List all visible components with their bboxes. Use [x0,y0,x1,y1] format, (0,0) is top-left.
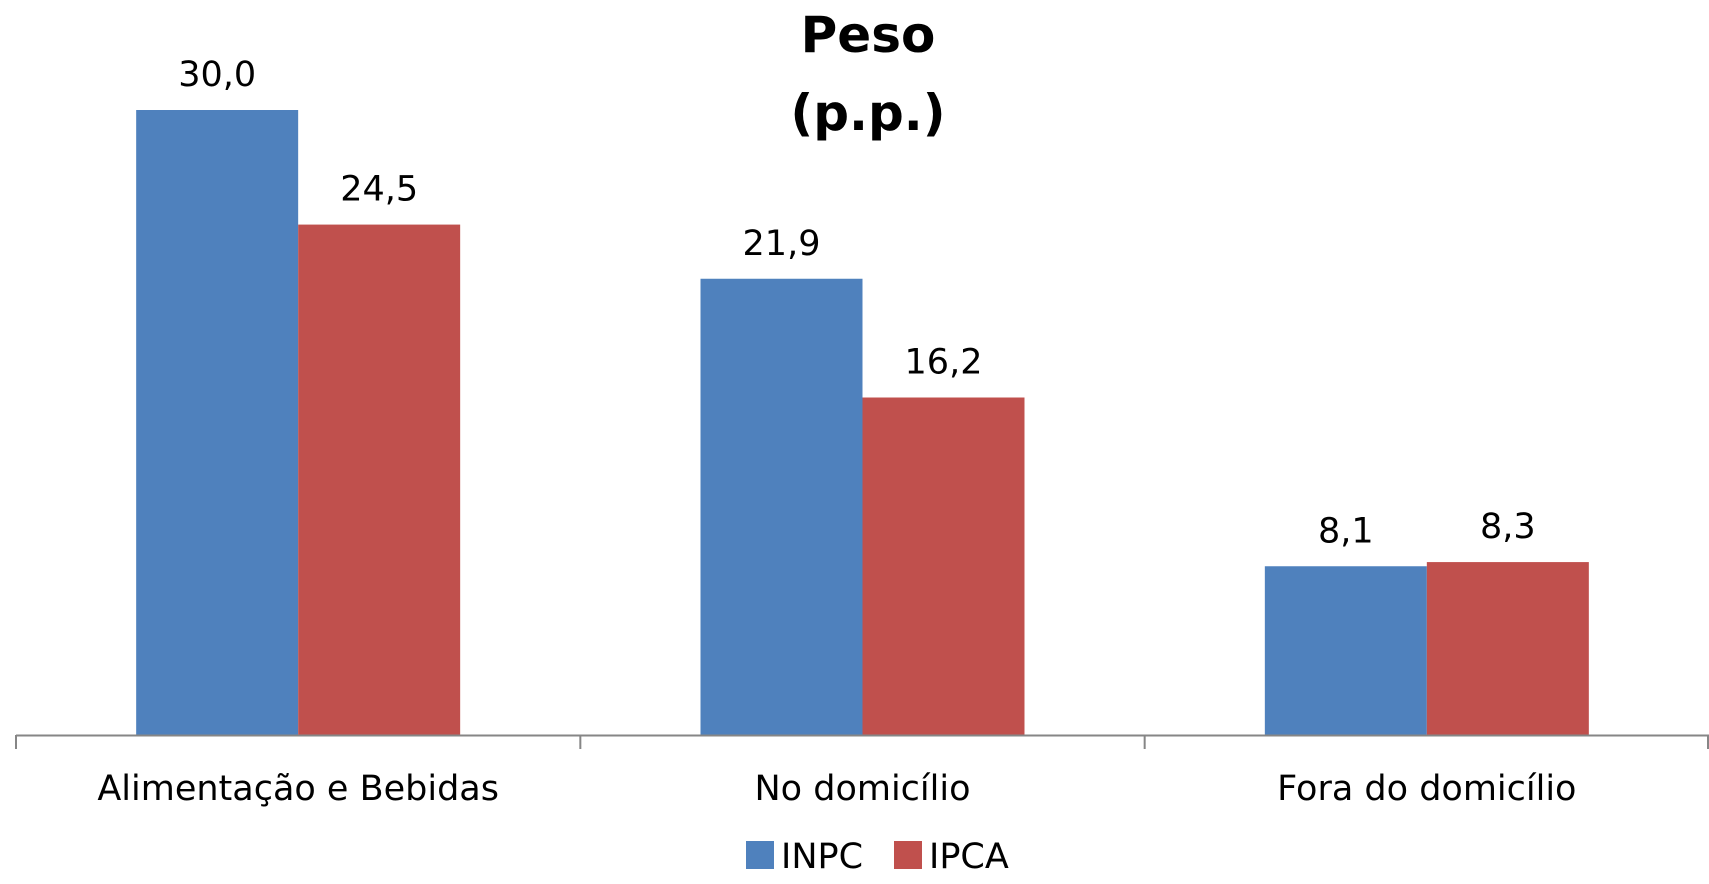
x-tick-label-0: Alimentação e Bebidas [97,769,499,809]
data-label-ipca-1: 16,2 [905,343,983,383]
x-axis: Alimentação e Bebidas No domicílio Fora do… [15,734,1709,809]
bar-inpc-2 [1264,566,1427,735]
bar-inpc-0 [136,110,299,735]
x-tick-label-1: No domicílio [755,769,971,809]
bar-ipca-2 [1426,562,1589,735]
legend-swatch-ipca [894,841,922,869]
data-label-ipca-2: 8,3 [1480,507,1536,547]
legend-swatch-inpc [746,841,774,869]
data-label-inpc-1: 21,9 [743,224,821,264]
legend-label-ipca: IPCA [929,837,1009,877]
chart-title-line-1: Peso [801,6,936,64]
x-tick-label-2: Fora do domicílio [1277,769,1576,809]
bars-layer [136,110,1589,736]
data-labels-layer: 30,0 24,5 21,9 16,2 8,1 8,3 [178,55,1535,551]
legend: INPC IPCA [746,837,1009,877]
chart-title-line-2: (p.p.) [790,84,945,142]
bar-ipca-0 [298,224,461,736]
bar-ipca-1 [862,397,1025,735]
legend-label-inpc: INPC [781,837,863,877]
data-label-inpc-0: 30,0 [178,55,256,95]
bar-inpc-1 [700,278,863,735]
data-label-inpc-2: 8,1 [1318,511,1374,551]
data-label-ipca-0: 24,5 [340,170,418,210]
